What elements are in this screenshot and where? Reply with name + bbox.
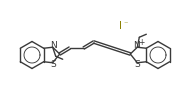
- Text: ⁻: ⁻: [123, 19, 128, 28]
- Text: S: S: [134, 60, 140, 69]
- Text: S: S: [50, 60, 56, 69]
- Text: N: N: [50, 41, 57, 50]
- Text: N: N: [133, 41, 140, 50]
- Text: I: I: [118, 21, 122, 31]
- Text: +: +: [138, 38, 145, 47]
